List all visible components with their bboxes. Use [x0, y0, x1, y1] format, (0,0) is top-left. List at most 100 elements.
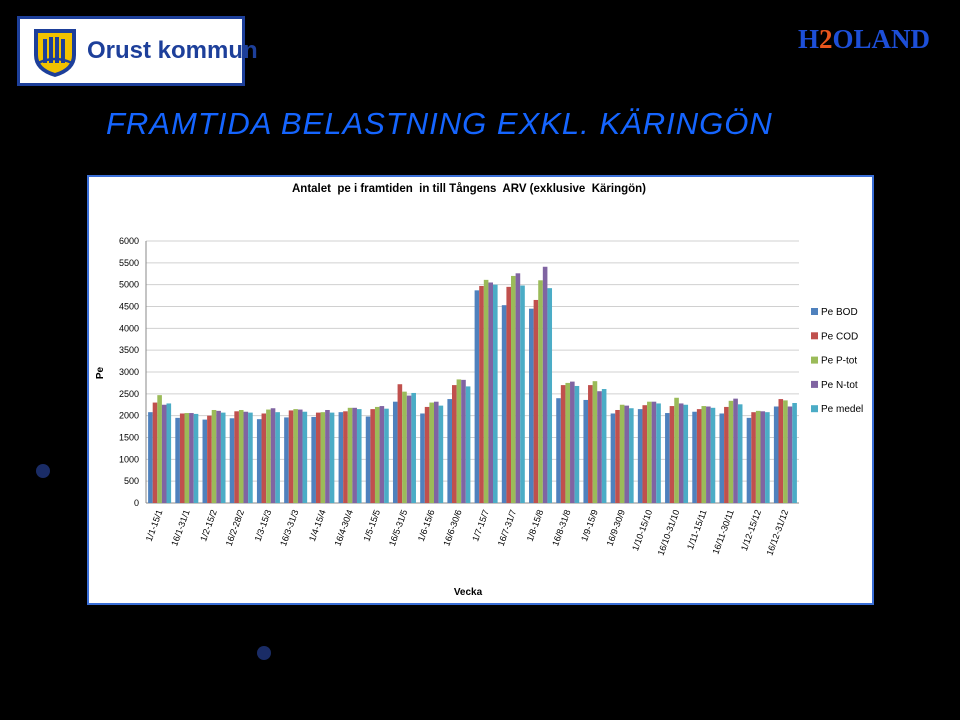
bar — [493, 284, 498, 503]
x-tick-label: 1/4-15/4 — [307, 508, 328, 542]
bar — [175, 417, 180, 503]
bar — [792, 403, 797, 503]
brand-2: 2 — [818, 24, 833, 54]
bar — [474, 290, 480, 503]
bar — [556, 398, 561, 503]
bar — [760, 411, 766, 503]
x-tick-label: 16/7-31/7 — [496, 508, 518, 547]
bar — [706, 406, 711, 503]
bar — [665, 413, 670, 503]
bar — [547, 288, 553, 503]
bar-chart: Antalet pe i framtiden in till Tångens A… — [95, 183, 863, 598]
y-tick-label: 1000 — [119, 454, 139, 464]
bar — [461, 379, 466, 503]
x-tick-label: 16/10-31/10 — [656, 508, 682, 557]
bar — [696, 409, 702, 503]
x-axis-label: Vecka — [454, 587, 483, 598]
bar — [266, 409, 271, 503]
bar — [601, 389, 607, 503]
x-tick-label: 1/3-15/3 — [253, 508, 274, 542]
decorative-dot — [36, 464, 50, 478]
bar — [737, 404, 743, 503]
bar — [384, 408, 389, 503]
y-tick-label: 3500 — [119, 345, 139, 355]
bar — [542, 266, 548, 503]
bar — [234, 411, 239, 503]
legend-label: Pe BOD — [821, 307, 858, 318]
y-tick-label: 6000 — [119, 236, 139, 246]
bar — [397, 384, 403, 503]
legend-label: Pe medel — [821, 404, 863, 415]
bar — [483, 279, 489, 503]
x-tick-label: 16/2-28/2 — [224, 508, 246, 547]
legend-swatch — [811, 356, 818, 364]
bar — [392, 401, 398, 503]
x-tick-label: 1/2-15/2 — [198, 508, 219, 542]
bar — [320, 412, 326, 503]
y-tick-label: 5000 — [119, 280, 139, 290]
bar — [166, 403, 172, 503]
bar — [424, 406, 430, 503]
bar — [692, 411, 697, 503]
bar — [597, 391, 602, 503]
bar — [724, 406, 729, 503]
bar — [520, 285, 525, 503]
bar — [429, 402, 434, 503]
bar — [365, 416, 371, 503]
bar — [411, 392, 416, 503]
bar — [343, 411, 348, 503]
bar — [565, 382, 571, 503]
bar — [619, 404, 625, 503]
x-tick-label: 16/3-31/3 — [278, 508, 300, 547]
bar — [642, 405, 648, 503]
x-tick-label: 16/8-31/8 — [550, 508, 572, 547]
bar — [592, 381, 598, 503]
chart-title: Antalet pe i framtiden in till Tångens A… — [292, 183, 646, 195]
bar — [515, 273, 521, 503]
decorative-dot — [257, 646, 271, 660]
x-tick-label: 1/5-15/5 — [361, 508, 382, 542]
bar — [570, 381, 575, 503]
bar — [325, 409, 330, 503]
bar — [787, 406, 793, 503]
bar — [238, 409, 244, 503]
y-tick-label: 2500 — [119, 389, 139, 399]
bar — [202, 419, 208, 503]
bar — [624, 405, 630, 503]
brand-h: H — [797, 24, 819, 54]
bar — [406, 395, 412, 503]
x-tick-label: 1/7-15/7 — [470, 508, 491, 542]
chart-frame: Antalet pe i framtiden in till Tångens A… — [87, 175, 874, 605]
bar — [216, 410, 221, 503]
bar — [683, 404, 689, 503]
bar — [356, 409, 362, 503]
bar — [152, 402, 158, 503]
bar — [193, 413, 199, 503]
bar — [297, 409, 303, 503]
legend-swatch — [811, 308, 818, 315]
bar — [261, 413, 267, 503]
bar — [710, 407, 716, 503]
x-tick-label: 1/1-15/1 — [144, 508, 165, 542]
brand-rest: OLAND — [832, 24, 930, 54]
x-tick-label: 16/6-30/6 — [441, 508, 463, 547]
bar — [615, 409, 620, 503]
bar — [275, 412, 280, 503]
bar — [783, 400, 788, 503]
bar — [755, 410, 761, 503]
bar — [765, 412, 770, 503]
bar — [728, 400, 734, 503]
bar — [647, 401, 652, 503]
bar — [629, 408, 634, 503]
x-tick-label: 1/11-15/11 — [685, 508, 709, 551]
crest-icon — [34, 29, 76, 77]
bar — [293, 409, 298, 503]
bar — [733, 398, 738, 503]
bar — [329, 412, 335, 503]
bar — [161, 404, 167, 503]
x-tick-label: 1/10-15/10 — [630, 508, 654, 552]
bar — [674, 397, 679, 503]
bar — [189, 413, 194, 503]
bar — [370, 409, 375, 503]
bar — [773, 406, 779, 503]
